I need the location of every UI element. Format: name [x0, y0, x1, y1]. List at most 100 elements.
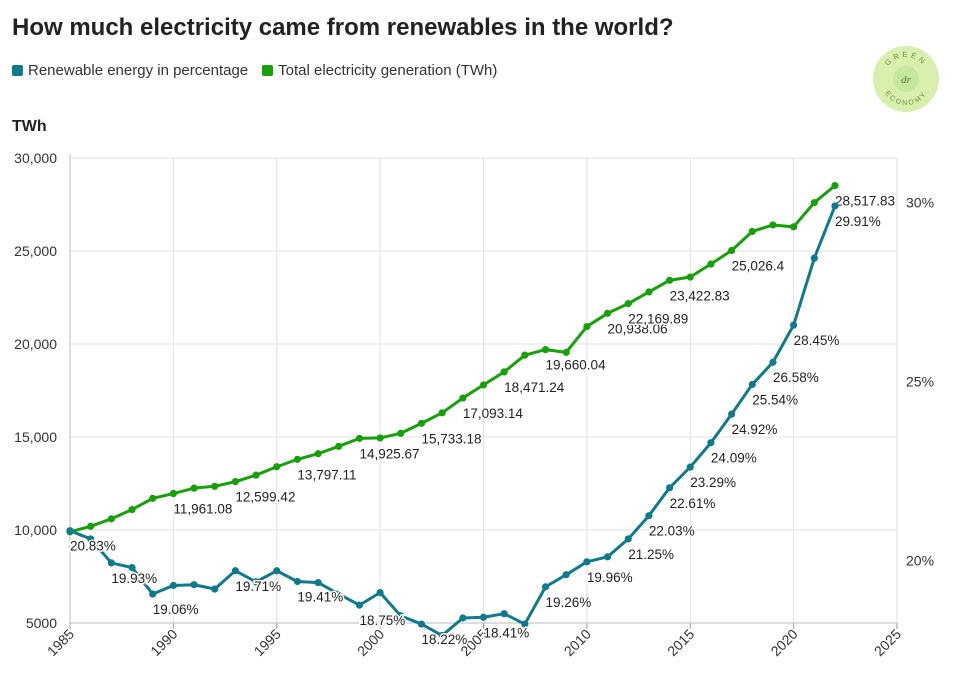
data-point-generation [355, 434, 364, 442]
data-point-generation [686, 273, 694, 281]
legend-label-generation: Total electricity generation (TWh) [278, 62, 498, 79]
data-point-renewable [87, 535, 95, 543]
data-point-generation [211, 482, 219, 490]
data-point-renewable [66, 527, 74, 535]
data-label-renewable: 29.91% [835, 214, 881, 229]
data-point-generation [748, 227, 756, 236]
data-point-generation [479, 381, 488, 389]
data-point-generation [583, 322, 591, 331]
data-label-renewable: 19.06% [153, 602, 199, 617]
data-label-renewable: 24.09% [711, 451, 757, 466]
data-point-generation [541, 345, 550, 354]
y-left-tick-label: 15,000 [14, 429, 57, 445]
legend-swatch-generation [262, 65, 274, 76]
data-point-generation [376, 434, 384, 442]
data-label-renewable: 19.26% [546, 595, 592, 610]
data-label-generation: 11,961.08 [173, 502, 232, 517]
data-label-renewable: 18.22% [421, 632, 467, 647]
data-label-generation: 14,925.67 [359, 446, 419, 461]
data-point-renewable [810, 254, 818, 262]
data-label-generation: 28,517.83 [835, 194, 895, 209]
data-point-generation [149, 494, 157, 502]
data-label-renewable: 19.96% [587, 570, 633, 585]
data-point-generation [603, 309, 612, 317]
data-point-generation [728, 246, 736, 255]
data-point-generation [273, 463, 281, 471]
data-point-generation [252, 471, 260, 479]
data-point-renewable [707, 439, 715, 447]
data-point-generation [231, 478, 239, 486]
data-point-renewable [624, 535, 632, 543]
data-label-renewable: 21.25% [628, 547, 674, 562]
data-point-generation [87, 522, 95, 530]
logo-mark: dr [901, 74, 912, 86]
data-point-generation [335, 442, 343, 450]
data-point-renewable [583, 558, 591, 566]
data-point-renewable [500, 610, 508, 618]
data-point-generation [645, 288, 653, 296]
legend-item-renewable[interactable]: Renewable energy in percentage [12, 62, 248, 79]
y-right-tick-label: 25% [906, 374, 934, 390]
y-axis-unit: TWh [12, 118, 47, 135]
data-label-generation: 17,093.14 [463, 406, 524, 421]
data-point-generation [790, 223, 798, 231]
legend-item-generation[interactable]: Total electricity generation (TWh) [262, 62, 497, 79]
x-tick-label: 2010 [561, 626, 594, 659]
x-tick-label: 2015 [664, 626, 697, 659]
legend-label-renewable: Renewable energy in percentage [28, 62, 249, 79]
x-tick-label: 1990 [147, 626, 180, 659]
data-point-renewable [376, 588, 384, 597]
data-label-generation: 18,471.24 [504, 380, 565, 395]
data-point-generation [417, 419, 426, 427]
data-point-renewable [417, 620, 426, 628]
data-point-generation [707, 260, 715, 268]
data-point-generation [314, 450, 322, 458]
data-point-renewable [665, 484, 674, 492]
data-point-renewable [562, 571, 570, 579]
data-point-renewable [769, 358, 777, 366]
data-label-generation: 15,733.18 [421, 431, 481, 446]
data-label-generation: 22,169.89 [628, 312, 688, 327]
data-point-generation [831, 181, 839, 190]
data-label-generation: 19,660.04 [546, 358, 607, 373]
data-point-renewable [314, 578, 322, 587]
data-point-renewable [293, 577, 302, 586]
y-right-tick-label: 30% [906, 195, 934, 211]
data-label-renewable: 22.61% [670, 496, 716, 511]
data-point-renewable [790, 321, 798, 329]
y-left-tick-label: 30,000 [14, 150, 57, 166]
data-point-renewable [521, 620, 529, 628]
data-point-renewable [645, 512, 653, 520]
data-point-renewable [748, 380, 756, 389]
green-economy-logo: GREEN ECONOMY dr [873, 46, 939, 112]
x-tick-label: 2000 [354, 626, 387, 659]
data-point-generation [500, 368, 508, 376]
data-point-renewable [190, 581, 198, 589]
data-point-generation [624, 300, 632, 308]
data-point-generation [293, 455, 302, 463]
data-label-renewable: 20.83% [70, 539, 116, 554]
legend-swatch-renewable [12, 65, 23, 76]
data-label-renewable: 18.41% [484, 625, 530, 640]
data-point-generation [397, 429, 405, 437]
data-point-renewable [831, 202, 839, 210]
data-label-renewable: 19.71% [235, 579, 281, 594]
data-point-renewable [438, 631, 446, 640]
data-label-renewable: 25.54% [752, 392, 798, 407]
data-point-generation [107, 515, 115, 523]
legend: Renewable energy in percentage Total ele… [12, 62, 497, 79]
data-point-generation [769, 221, 777, 229]
data-point-renewable [686, 463, 694, 471]
data-point-generation [665, 276, 674, 284]
data-point-generation [459, 394, 467, 402]
data-point-generation [810, 199, 818, 207]
series-line-renewable [68, 204, 837, 638]
x-tick-label: 1995 [251, 626, 284, 659]
data-point-renewable [335, 590, 343, 598]
data-point-generation [562, 348, 570, 356]
data-point-generation [128, 505, 136, 514]
data-point-renewable [252, 578, 260, 586]
data-label-renewable: 22.03% [649, 524, 695, 539]
data-label-renewable: 26.58% [773, 370, 819, 385]
data-label-generation: 23,422.83 [670, 288, 730, 303]
